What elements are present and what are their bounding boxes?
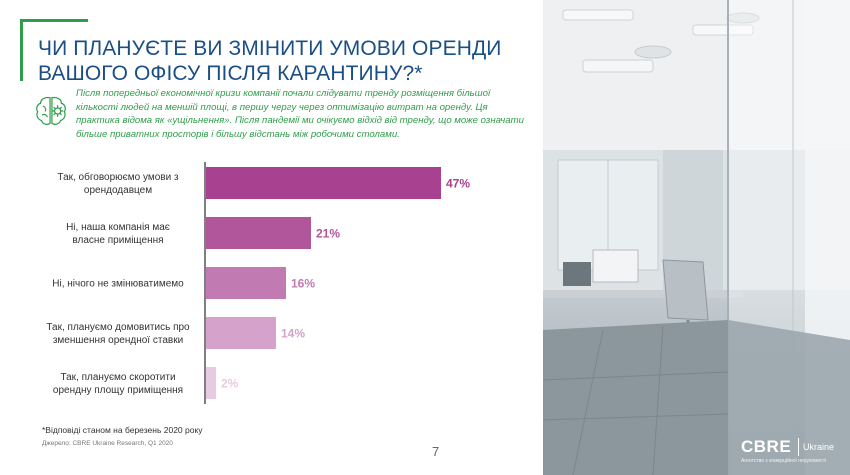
- corner-accent: [20, 19, 88, 81]
- slide-content: ЧИ ПЛАНУЄТЕ ВИ ЗМІНИТИ УМОВИ ОРЕНДИ ВАШО…: [20, 19, 524, 459]
- cbre-logo: CBRE: [741, 437, 792, 456]
- intro-text: Після попередньої економічної кризи комп…: [76, 88, 524, 140]
- bar: [206, 167, 441, 199]
- bar-chart: Так, обговорюємо умови з орендодавцем 47% Н…: [46, 162, 470, 404]
- bar: [206, 317, 276, 349]
- source-note: Джерело: CBRE Ukraine Research, Q1 2020: [42, 440, 173, 447]
- value-label: 47%: [446, 177, 470, 191]
- page-title: ЧИ ПЛАНУЄТЕ ВИ ЗМІНИТИ УМОВИ ОРЕНДИ ВАШО…: [38, 37, 502, 85]
- category-label: Ні, нічого не змінюватимемо: [52, 279, 184, 290]
- value-label: 2%: [221, 377, 239, 391]
- page-number: 7: [432, 444, 440, 459]
- office-photo: [543, 0, 850, 475]
- logo-region: Ukraine: [803, 442, 835, 452]
- logo-tagline: Агентство з комерційної нерухомості: [741, 458, 827, 464]
- logo-divider: [798, 438, 799, 456]
- value-label: 16%: [291, 277, 315, 291]
- category-label: Так, плануємо домовитись про зменшення ор…: [46, 322, 190, 346]
- category-label: Так, плануємо скоротити орендну площу при…: [53, 372, 183, 396]
- bar: [206, 367, 216, 399]
- value-label: 21%: [316, 227, 340, 241]
- category-label: Ні, наша компанія має власне приміщення: [66, 222, 170, 246]
- value-label: 14%: [281, 327, 305, 341]
- footnote: *Відповіді станом на березень 2020 року: [42, 425, 203, 435]
- bar: [206, 267, 286, 299]
- category-label: Так, обговорюємо умови з орендодавцем: [57, 171, 179, 196]
- bar: [206, 217, 311, 249]
- brain-gear-icon: [36, 96, 66, 125]
